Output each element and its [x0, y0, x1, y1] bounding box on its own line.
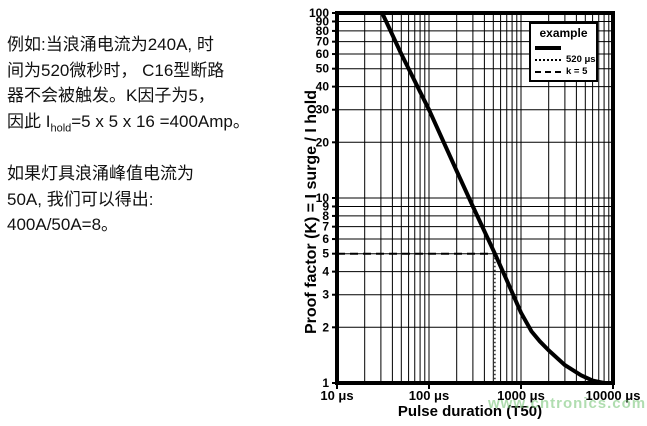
y-tick-label: 2	[322, 320, 329, 334]
explanation-text: 例如:当浪涌电流为240A, 时 间为520微秒时， C16型断路 器不会被触发…	[7, 32, 307, 238]
paragraph-example: 例如:当浪涌电流为240A, 时 间为520微秒时， C16型断路 器不会被触发…	[7, 32, 307, 134]
x-tick-label: 10 μs	[320, 388, 353, 403]
y-tick-label: 5	[322, 247, 329, 261]
watermark: www.cntronics.com	[488, 395, 647, 412]
y-tick-label: 6	[322, 232, 329, 246]
dotted-line-swatch	[535, 58, 561, 61]
legend: example 520 μs k = 5	[529, 22, 598, 82]
text-line: 例如:当浪涌电流为240A, 时	[7, 35, 214, 54]
y-tick-label: 20	[316, 135, 330, 149]
dashed-line-swatch	[535, 70, 561, 73]
legend-label: k = 5	[566, 66, 588, 77]
x-tick-label: 100 μs	[409, 388, 450, 403]
y-tick-label: 7	[322, 220, 329, 234]
text-line: 50A, 我们可以得出:	[7, 189, 154, 209]
legend-label: 520 μs	[566, 54, 596, 65]
y-tick-label: 80	[316, 24, 330, 38]
legend-entry-k5: k = 5	[535, 66, 592, 77]
text-line: 如果灯具浪涌峰值电流为	[7, 164, 194, 183]
subscript-hold: hold	[50, 121, 72, 134]
y-tick-label: 30	[316, 103, 330, 117]
legend-entry-520us: 520 μs	[535, 54, 596, 65]
y-tick-label: 50	[316, 62, 330, 76]
solid-line-swatch	[535, 45, 561, 50]
legend-title: example	[539, 26, 588, 40]
y-tick-label: 10	[316, 191, 330, 205]
y-tick-label: 4	[322, 265, 329, 279]
x-tick-label: 1000 μs	[497, 388, 545, 403]
y-tick-label: 60	[316, 47, 330, 61]
y-tick-label: 8	[322, 209, 329, 223]
y-tick-label: 40	[316, 80, 330, 94]
y-tick-label: 100	[309, 6, 329, 20]
x-tick-label: 10000 μs	[586, 388, 641, 403]
y-tick-label: 90	[316, 14, 330, 28]
y-tick-label: 9	[322, 199, 329, 213]
y-tick-label: 70	[316, 35, 330, 49]
y-tick-label: 1	[322, 376, 329, 390]
paragraph-result: 如果灯具浪涌峰值电流为 50A, 我们可以得出: 400A/50A=8。	[7, 161, 307, 238]
text-line: 400A/50A=8。	[7, 215, 119, 234]
text-line: 器不会被触发。K因子为5，	[7, 86, 215, 105]
text-line: 间为520微秒时， C16型断路	[7, 60, 225, 80]
text-line: 因此 Ihold=5 x 5 x 16 =400Amp。	[7, 111, 250, 134]
x-axis-title: Pulse duration (T50)	[397, 403, 543, 420]
series-breaker-trip-curve	[380, 12, 605, 385]
legend-entry-curve	[535, 43, 592, 52]
y-tick-label: 3	[322, 288, 329, 302]
y-axis-title: Proof factor (K) = I surge / I hold	[303, 89, 320, 335]
